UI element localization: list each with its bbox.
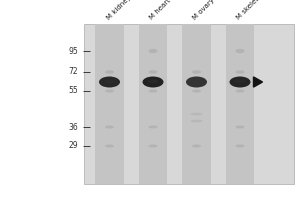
Ellipse shape xyxy=(236,89,244,93)
Ellipse shape xyxy=(105,126,114,129)
Ellipse shape xyxy=(105,70,114,74)
Ellipse shape xyxy=(192,89,201,93)
Text: 36: 36 xyxy=(68,122,78,132)
Bar xyxy=(84,24,294,184)
Ellipse shape xyxy=(148,80,158,83)
Ellipse shape xyxy=(148,49,158,53)
Bar xyxy=(139,24,167,184)
Ellipse shape xyxy=(230,76,250,88)
Text: M heart: M heart xyxy=(149,0,172,21)
Ellipse shape xyxy=(236,70,244,74)
Ellipse shape xyxy=(105,89,114,93)
Ellipse shape xyxy=(192,70,201,74)
Ellipse shape xyxy=(190,120,202,122)
Ellipse shape xyxy=(236,144,244,148)
Text: 29: 29 xyxy=(68,142,78,150)
Text: M kidney: M kidney xyxy=(105,0,132,21)
Ellipse shape xyxy=(142,76,164,88)
Text: M ovary: M ovary xyxy=(192,0,216,21)
Ellipse shape xyxy=(192,144,201,148)
Ellipse shape xyxy=(99,76,120,88)
Bar xyxy=(182,24,211,184)
Ellipse shape xyxy=(148,126,158,129)
Ellipse shape xyxy=(236,126,244,129)
Bar xyxy=(226,24,254,184)
Ellipse shape xyxy=(148,70,158,74)
Ellipse shape xyxy=(186,76,207,88)
Ellipse shape xyxy=(105,144,114,148)
Ellipse shape xyxy=(236,49,244,53)
Ellipse shape xyxy=(191,80,202,83)
Ellipse shape xyxy=(104,80,115,83)
Text: 55: 55 xyxy=(68,86,78,95)
Text: 95: 95 xyxy=(68,46,78,55)
Text: 72: 72 xyxy=(68,68,78,76)
Ellipse shape xyxy=(235,80,245,83)
Bar xyxy=(95,24,124,184)
Ellipse shape xyxy=(190,113,202,115)
Ellipse shape xyxy=(148,89,158,93)
Ellipse shape xyxy=(148,144,158,148)
Text: M skeletal muscle: M skeletal muscle xyxy=(236,0,284,21)
Polygon shape xyxy=(254,77,262,87)
